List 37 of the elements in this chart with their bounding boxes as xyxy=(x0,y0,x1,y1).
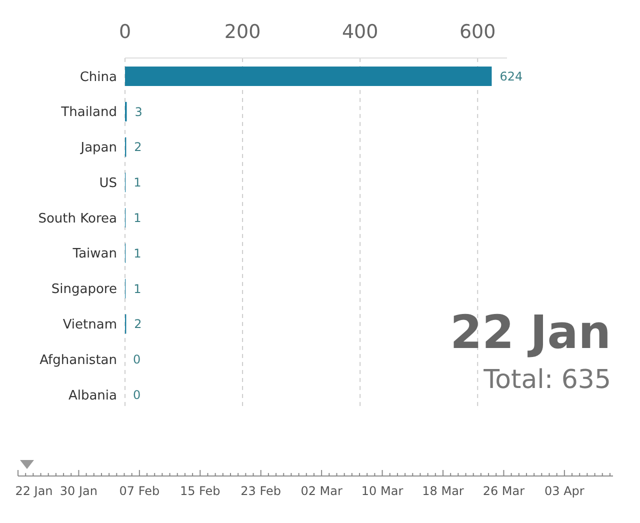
annotation: 22 Jan xyxy=(450,305,611,359)
x-tick-label: 200 xyxy=(224,21,261,43)
y-tick-label: Thailand xyxy=(60,105,117,120)
data-label: 624 xyxy=(500,69,523,84)
bar xyxy=(125,66,492,86)
text: 10 Mar xyxy=(361,484,404,498)
data-label: 3 xyxy=(134,104,142,119)
data-label: 1 xyxy=(134,246,142,260)
data-label: 1 xyxy=(134,176,142,190)
annotation: Total: 635 xyxy=(482,365,611,395)
y-tick-label: Afghanistan xyxy=(40,352,117,368)
text: 03 Apr xyxy=(544,484,584,498)
y-tick-label: Albania xyxy=(68,388,117,404)
x-tick-label: 400 xyxy=(342,21,378,43)
y-tick-label: China xyxy=(80,70,117,85)
x-tick-label: 0 xyxy=(118,21,132,43)
y-tick-label: US xyxy=(99,176,117,191)
x-tick-label: 600 xyxy=(459,21,496,43)
text: 07 Feb xyxy=(119,484,160,498)
text: 23 Feb xyxy=(240,484,282,498)
text: 22 Jan xyxy=(15,484,53,498)
data-label: 2 xyxy=(134,317,142,332)
data-label: 0 xyxy=(133,352,141,367)
data-label: 1 xyxy=(134,211,142,226)
y-tick-label: Taiwan xyxy=(72,246,117,262)
text: 30 Jan xyxy=(60,484,98,498)
data-label: 0 xyxy=(133,388,141,402)
y-tick-label: Singapore xyxy=(51,282,117,298)
y-tick-label: South Korea xyxy=(38,211,117,226)
text: 15 Feb xyxy=(180,484,220,498)
text: 26 Mar xyxy=(482,484,525,498)
text: 02 Mar xyxy=(300,484,342,498)
data-label: 1 xyxy=(134,282,142,296)
data-label: 2 xyxy=(134,140,142,154)
y-tick-label: Vietnam xyxy=(62,318,117,333)
text: 18 Mar xyxy=(422,484,464,498)
y-tick-label: Japan xyxy=(80,140,117,156)
